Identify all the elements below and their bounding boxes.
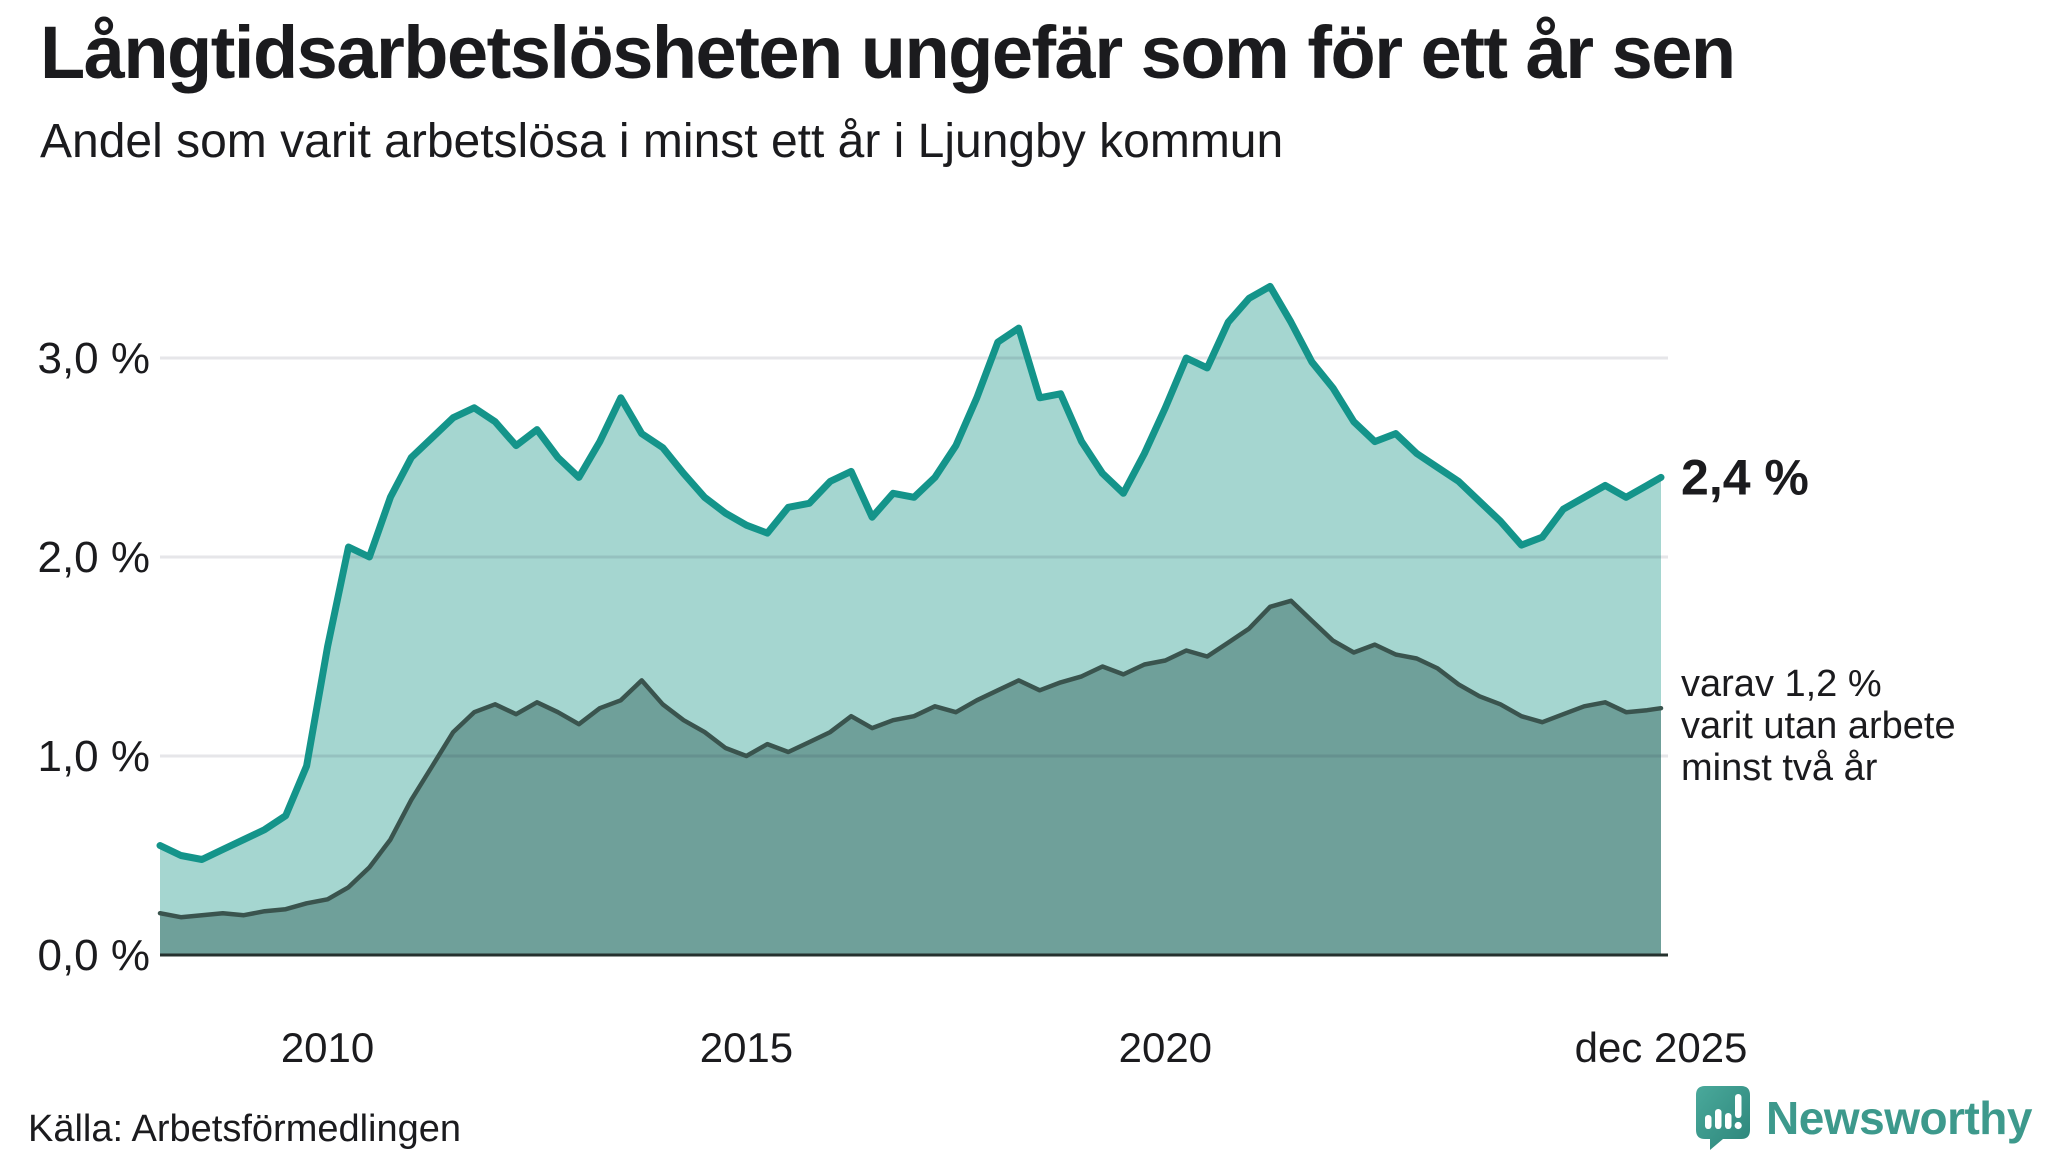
newsworthy-logo-icon [1696,1086,1751,1150]
secondary-end-label-line-2: varit utan arbete [1681,705,1956,747]
x-axis-label-dec 2025: dec 2025 [1575,1024,1748,1071]
exclamation-dot [1734,1121,1742,1130]
end-value-label: 2,4 % [1681,449,1809,505]
series-line-2 [157,598,1664,920]
bar-icon-3 [1725,1113,1732,1129]
exclamation-icon [1735,1094,1742,1118]
y-axis-label-0,0 %: 0,0 % [37,931,150,980]
speech-bubble-shape [1696,1086,1751,1150]
newsworthy-logo: Newsworthy [1696,1086,2032,1150]
bar-icon-1 [1705,1115,1712,1129]
x-axis-label-2015: 2015 [700,1024,793,1071]
y-axis-label-2,0 %: 2,0 % [37,533,150,582]
y-axis-label-1,0 %: 1,0 % [37,732,150,781]
x-axis-label-2010: 2010 [281,1024,374,1071]
x-axis-label-2020: 2020 [1119,1024,1212,1071]
series-line-1 [156,282,1665,863]
secondary-end-label-line-1: varav 1,2 % [1681,663,1882,705]
y-axis-label-3,0 %: 3,0 % [37,334,150,383]
page-subtitle: Andel som varit arbetslösa i minst ett å… [40,115,1284,168]
page-title: Långtidsarbetslösheten ungefär som för e… [40,11,1736,94]
area-fill-series-2 [160,600,1661,955]
secondary-end-label-line-3: minst två år [1681,747,1878,789]
newsworthy-wordmark: Newsworthy [1766,1092,2032,1144]
bar-icon-2 [1715,1109,1722,1129]
source-note: Källa: Arbetsförmedlingen [28,1108,462,1150]
